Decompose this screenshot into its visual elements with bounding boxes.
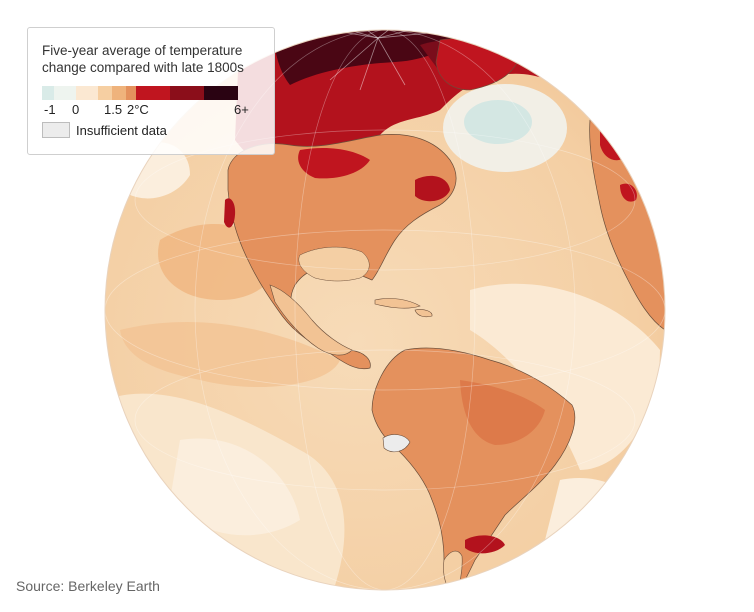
hispaniola-island bbox=[414, 309, 433, 318]
graticule bbox=[105, 30, 665, 590]
mexico-land bbox=[269, 284, 353, 356]
scale-segment bbox=[98, 86, 112, 100]
legend-title-line1: Five-year average of temperature bbox=[42, 43, 243, 58]
tick-label-1-5: 1.5 bbox=[104, 102, 123, 117]
tick-label-zero: 0 bbox=[72, 102, 80, 117]
color-scale-bar bbox=[42, 86, 238, 100]
scale-segment bbox=[170, 86, 204, 100]
legend: Five-year average of temperature change … bbox=[27, 27, 275, 155]
central-us-pale bbox=[298, 246, 370, 282]
africa-hot-spot bbox=[620, 183, 637, 202]
source-note: Source: Berkeley Earth bbox=[16, 578, 160, 594]
patagonia-land bbox=[443, 550, 463, 590]
south-atlantic-hot bbox=[465, 535, 505, 554]
scale-segment bbox=[42, 86, 54, 100]
scale-segment bbox=[126, 86, 136, 100]
scale-segment bbox=[76, 86, 98, 100]
south-pacific-pale bbox=[170, 438, 300, 536]
scale-tick-labels: -1 0 1.5 2°C 6+ bbox=[42, 102, 262, 118]
globe-outline bbox=[104, 29, 666, 591]
legend-title-line2: change compared with late 1800s bbox=[42, 60, 244, 75]
tick-label-minus1: -1 bbox=[44, 102, 56, 117]
scale-segment bbox=[54, 86, 76, 100]
south-atlantic-pale bbox=[545, 478, 655, 563]
scale-segment bbox=[204, 86, 238, 100]
scale-segment bbox=[112, 86, 126, 100]
atlantic-pale bbox=[470, 283, 660, 470]
northeast-red bbox=[415, 175, 450, 202]
canada-red bbox=[298, 148, 370, 179]
tropical-pacific-band bbox=[120, 321, 340, 388]
insufficient-data-swatch bbox=[42, 122, 70, 138]
north-atlantic-cool-core bbox=[464, 100, 532, 144]
pole-meridians bbox=[299, 30, 461, 91]
insufficient-data-key: Insufficient data bbox=[42, 122, 260, 138]
cuba-island bbox=[374, 298, 421, 309]
tick-label-6-plus: 6+ bbox=[234, 102, 249, 117]
peru-insufficient-data bbox=[382, 434, 411, 453]
scale-segment bbox=[136, 86, 170, 100]
insufficient-data-label: Insufficient data bbox=[76, 122, 167, 138]
west-coast-hot bbox=[224, 198, 236, 228]
legend-title: Five-year average of temperature change … bbox=[42, 42, 262, 76]
brazil-core bbox=[460, 380, 545, 445]
tick-label-2: 2°C bbox=[127, 102, 149, 117]
